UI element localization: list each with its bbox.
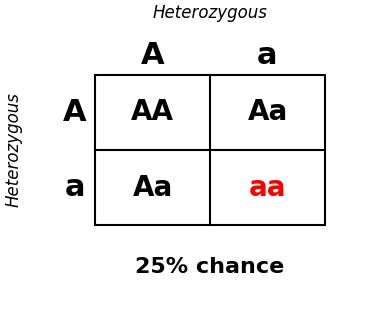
Text: Heterozygous: Heterozygous [5, 93, 23, 207]
Text: aa: aa [249, 173, 286, 202]
Text: 25% chance: 25% chance [136, 257, 285, 277]
Text: Heterozygous: Heterozygous [152, 4, 268, 22]
Text: a: a [65, 173, 85, 202]
Text: A: A [141, 40, 164, 70]
Bar [95, 75, 325, 225]
Text: a: a [257, 40, 278, 70]
Text: Aa: Aa [248, 98, 288, 126]
Text: AA: AA [131, 98, 174, 126]
Text: Aa: Aa [132, 173, 172, 202]
Text: A: A [63, 98, 87, 127]
